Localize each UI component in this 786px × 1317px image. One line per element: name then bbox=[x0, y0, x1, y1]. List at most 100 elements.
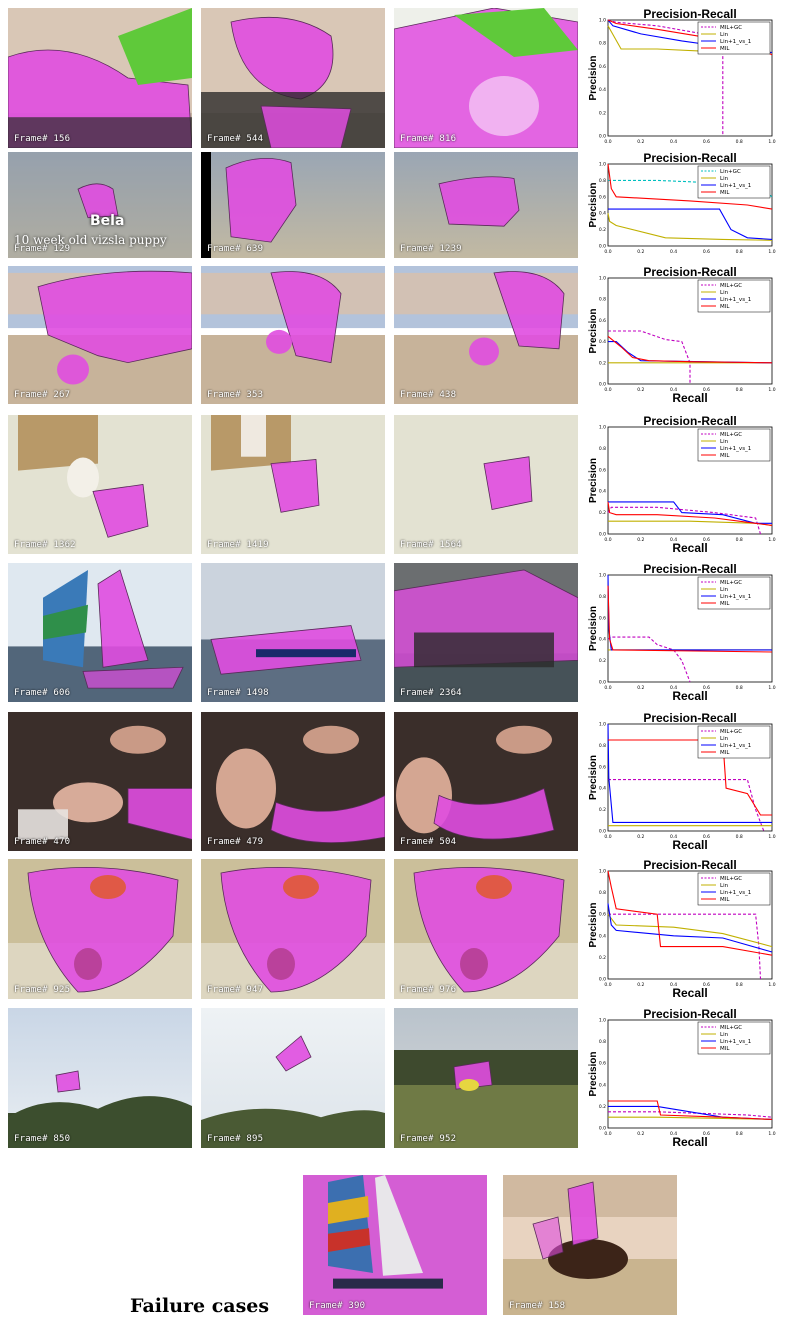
video-frame: Frame# 2364 bbox=[394, 563, 578, 702]
y-tick-label: 1.0 bbox=[599, 162, 606, 168]
x-tick-label: 0.2 bbox=[637, 685, 644, 691]
y-axis-label: Precision bbox=[588, 902, 599, 947]
y-tick-label: 0.2 bbox=[599, 227, 606, 233]
legend-entry: MIL bbox=[720, 190, 730, 196]
x-tick-label: 0.0 bbox=[604, 249, 611, 255]
legend-entry: MIL+GC bbox=[720, 876, 742, 882]
legend-entry: Lin bbox=[720, 736, 729, 742]
y-tick-label: 0.4 bbox=[599, 786, 606, 792]
legend-entry: Lin+1_vs_1 bbox=[720, 1039, 751, 1045]
x-tick-label: 0.4 bbox=[670, 537, 677, 543]
series-line-mil bbox=[607, 335, 773, 364]
x-tick-label: 0.6 bbox=[703, 1131, 710, 1137]
x-tick-label: 1.0 bbox=[768, 249, 775, 255]
y-tick-label: 0.8 bbox=[599, 743, 606, 749]
x-tick-label: 0.2 bbox=[637, 139, 644, 145]
y-tick-label: 0.0 bbox=[599, 1126, 606, 1132]
frame-number-label: Frame# 353 bbox=[207, 390, 264, 400]
series-line-mil bbox=[607, 870, 773, 956]
x-tick-label: 0.0 bbox=[604, 139, 611, 145]
video-frame: Frame# 895 bbox=[201, 1008, 385, 1148]
frame-number-label: Frame# 470 bbox=[14, 837, 71, 847]
frame-number-label: Frame# 850 bbox=[14, 1134, 71, 1144]
y-tick-label: 0.2 bbox=[599, 1104, 606, 1110]
precision-recall-chart: Precision-Recall 0.0 0.2 0.4 0.6 0.8 1.0 0.0 0.2… bbox=[582, 414, 780, 555]
segmentation-image bbox=[8, 8, 192, 148]
y-tick-label: 0.2 bbox=[599, 110, 606, 116]
x-tick-label: 0.6 bbox=[703, 387, 710, 393]
series-line-mil-gc bbox=[608, 779, 765, 832]
chart-title: Precision-Recall bbox=[643, 858, 736, 872]
video-frame: Frame# 390 bbox=[303, 1175, 487, 1315]
legend-entry: MIL bbox=[720, 601, 730, 607]
series-line-mil bbox=[607, 163, 773, 210]
y-tick-label: 0.2 bbox=[599, 510, 606, 516]
legend-entry: MIL bbox=[720, 1046, 730, 1052]
precision-recall-chart: Precision-Recall 0.0 0.2 0.4 0.6 0.8 1.0 0.0 0.2… bbox=[582, 265, 780, 405]
x-tick-label: 0.6 bbox=[703, 139, 710, 145]
pr-plot: Precision-Recall 0.0 0.2 0.4 0.6 0.8 1.0 0.0 0.2… bbox=[588, 151, 776, 255]
legend-entry: Lin bbox=[720, 290, 729, 296]
x-tick-label: 0.8 bbox=[736, 834, 743, 840]
x-tick-label: 0.2 bbox=[637, 387, 644, 393]
legend-entry: Lin+1_vs_1 bbox=[720, 594, 751, 600]
segmentation-image bbox=[394, 8, 578, 148]
x-tick-label: 0.6 bbox=[703, 685, 710, 691]
frame-number-label: Frame# 816 bbox=[400, 134, 457, 144]
series-line-mil-gc bbox=[608, 1111, 773, 1118]
legend-entry: MIL bbox=[720, 453, 730, 459]
legend-entry: Lin bbox=[720, 587, 729, 593]
series-line-mil bbox=[608, 1100, 773, 1120]
frame-number-label: Frame# 952 bbox=[400, 1134, 457, 1144]
legend-entry: Lin+1_vs_1 bbox=[720, 183, 751, 189]
x-tick-label: 0.4 bbox=[670, 387, 677, 393]
legend-entry: Lin+1_vs_1 bbox=[720, 297, 751, 303]
y-axis-label: Precision bbox=[588, 308, 599, 353]
y-tick-label: 0.4 bbox=[599, 211, 606, 217]
y-tick-label: 0.6 bbox=[599, 467, 606, 473]
legend-entry: MIL+GC bbox=[720, 283, 742, 289]
x-tick-label: 0.2 bbox=[637, 537, 644, 543]
segmentation-image bbox=[201, 859, 385, 999]
x-tick-label: 0.6 bbox=[703, 537, 710, 543]
segmentation-image bbox=[8, 563, 192, 702]
chart-title: Precision-Recall bbox=[643, 7, 736, 21]
video-frame: Frame# 470 bbox=[8, 712, 192, 851]
pr-plot: Precision-Recall 0.0 0.2 0.4 0.6 0.8 1.0 0.0 0.2… bbox=[588, 265, 776, 405]
video-frame: Frame# 1362 bbox=[8, 415, 192, 554]
y-tick-label: 0.6 bbox=[599, 1061, 606, 1067]
series-line-lin bbox=[608, 1116, 773, 1120]
legend-entry: MIL+GC bbox=[720, 25, 742, 31]
frame-number-label: Frame# 390 bbox=[309, 1301, 366, 1311]
x-tick-label: 0.0 bbox=[604, 537, 611, 543]
y-tick-label: 0.4 bbox=[599, 489, 606, 495]
x-tick-label: 0.0 bbox=[604, 387, 611, 393]
y-tick-label: 1.0 bbox=[599, 1018, 606, 1024]
segmentation-image bbox=[201, 152, 385, 258]
segmentation-image bbox=[394, 712, 578, 851]
y-tick-label: 1.0 bbox=[599, 573, 606, 579]
x-tick-label: 0.8 bbox=[736, 537, 743, 543]
frame-number-label: Frame# 158 bbox=[509, 1301, 566, 1311]
video-frame: Frame# 947 bbox=[201, 859, 385, 999]
y-axis-label: Precision bbox=[588, 1051, 599, 1096]
y-tick-label: 0.6 bbox=[599, 318, 606, 324]
series-line-lin bbox=[607, 913, 773, 948]
x-tick-label: 0.0 bbox=[604, 1131, 611, 1137]
x-tick-label: 0.2 bbox=[637, 834, 644, 840]
series-line-mil-gc bbox=[607, 506, 762, 535]
x-tick-label: 0.6 bbox=[703, 982, 710, 988]
frame-number-label: Frame# 156 bbox=[14, 134, 71, 144]
segmentation-image bbox=[394, 563, 578, 702]
legend-box bbox=[697, 165, 771, 199]
frame-number-label: Frame# 895 bbox=[207, 1134, 264, 1144]
x-tick-label: 1.0 bbox=[768, 537, 775, 543]
y-tick-label: 1.0 bbox=[599, 18, 606, 24]
series-line-mil-gc bbox=[608, 330, 691, 384]
frame-number-label: Frame# 544 bbox=[207, 134, 264, 144]
video-frame: Bela 10 week old vizsla puppy Frame# 129 bbox=[8, 152, 192, 258]
frame-number-label: Frame# 504 bbox=[400, 837, 457, 847]
frame-number-label: Frame# 129 bbox=[14, 244, 71, 254]
y-tick-label: 0.4 bbox=[599, 933, 606, 939]
